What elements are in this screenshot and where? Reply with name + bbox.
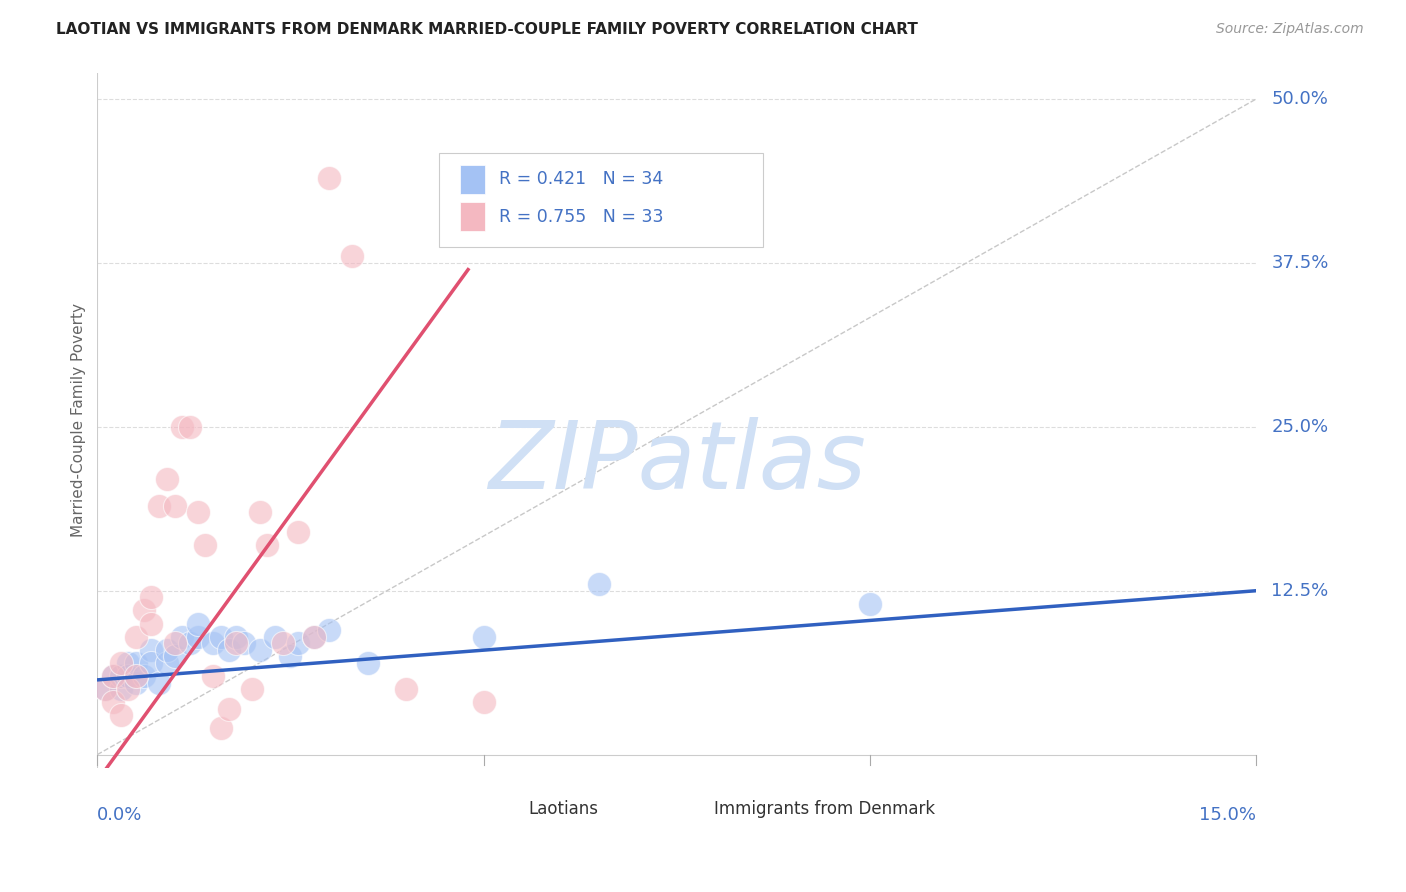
Point [163, 636, 186, 650]
Point [395, 681, 418, 696]
Point [356, 656, 378, 670]
Text: ZIPatlas: ZIPatlas [488, 417, 866, 508]
Text: LAOTIAN VS IMMIGRANTS FROM DENMARK MARRIED-COUPLE FAMILY POVERTY CORRELATION CHA: LAOTIAN VS IMMIGRANTS FROM DENMARK MARRI… [56, 22, 918, 37]
Text: 12.5%: 12.5% [1271, 582, 1329, 599]
Point [472, 695, 495, 709]
Point [202, 636, 225, 650]
Point [156, 656, 179, 670]
Point [209, 630, 232, 644]
Point [202, 669, 225, 683]
Point [256, 538, 278, 552]
Point [225, 630, 247, 644]
Point [132, 669, 155, 683]
Point [342, 250, 364, 264]
Point [172, 630, 194, 644]
Point [156, 642, 179, 657]
Point [302, 630, 325, 644]
Point [172, 420, 194, 434]
Bar [676, 797, 702, 822]
Text: 37.5%: 37.5% [1271, 254, 1329, 272]
Point [117, 681, 139, 696]
Point [132, 603, 155, 617]
Point [264, 630, 287, 644]
Point [187, 630, 209, 644]
Text: 0.0%: 0.0% [97, 805, 143, 824]
Text: Immigrants from Denmark: Immigrants from Denmark [714, 800, 935, 818]
Point [179, 636, 201, 650]
Point [859, 597, 882, 611]
Point [187, 505, 209, 519]
Point [225, 636, 247, 650]
Point [187, 616, 209, 631]
Point [287, 524, 309, 539]
Point [209, 722, 232, 736]
Point [148, 675, 170, 690]
Y-axis label: Married-Couple Family Poverty: Married-Couple Family Poverty [72, 303, 86, 537]
Text: R = 0.421   N = 34: R = 0.421 N = 34 [499, 170, 664, 188]
Point [163, 649, 186, 664]
Point [101, 669, 124, 683]
Point [271, 636, 294, 650]
Point [110, 656, 132, 670]
Point [94, 681, 117, 696]
Bar [460, 165, 485, 194]
Text: Source: ZipAtlas.com: Source: ZipAtlas.com [1216, 22, 1364, 37]
Point [287, 636, 309, 650]
Text: Laotians: Laotians [529, 800, 599, 818]
Point [249, 642, 271, 657]
Point [302, 630, 325, 644]
Point [179, 420, 201, 434]
Bar [491, 797, 517, 822]
Point [588, 577, 610, 591]
Text: 15.0%: 15.0% [1199, 805, 1256, 824]
Point [94, 681, 117, 696]
Point [125, 675, 148, 690]
Point [218, 702, 240, 716]
Point [125, 630, 148, 644]
Text: R = 0.755   N = 33: R = 0.755 N = 33 [499, 208, 664, 226]
Text: 50.0%: 50.0% [1271, 90, 1329, 108]
Point [141, 616, 163, 631]
Point [233, 636, 256, 650]
Point [318, 170, 340, 185]
Text: 25.0%: 25.0% [1271, 417, 1329, 436]
Point [249, 505, 271, 519]
Point [110, 681, 132, 696]
Point [141, 656, 163, 670]
Point [240, 681, 263, 696]
Point [280, 649, 302, 664]
Point [472, 630, 495, 644]
Point [117, 669, 139, 683]
Point [318, 623, 340, 637]
Point [101, 669, 124, 683]
Point [141, 642, 163, 657]
Point [141, 591, 163, 605]
Point [110, 669, 132, 683]
Bar [460, 202, 485, 231]
Point [125, 656, 148, 670]
Point [163, 499, 186, 513]
Point [148, 499, 170, 513]
Point [101, 695, 124, 709]
Point [194, 538, 217, 552]
Point [156, 472, 179, 486]
Point [117, 656, 139, 670]
FancyBboxPatch shape [439, 153, 763, 247]
Point [110, 708, 132, 723]
Point [218, 642, 240, 657]
Point [125, 669, 148, 683]
